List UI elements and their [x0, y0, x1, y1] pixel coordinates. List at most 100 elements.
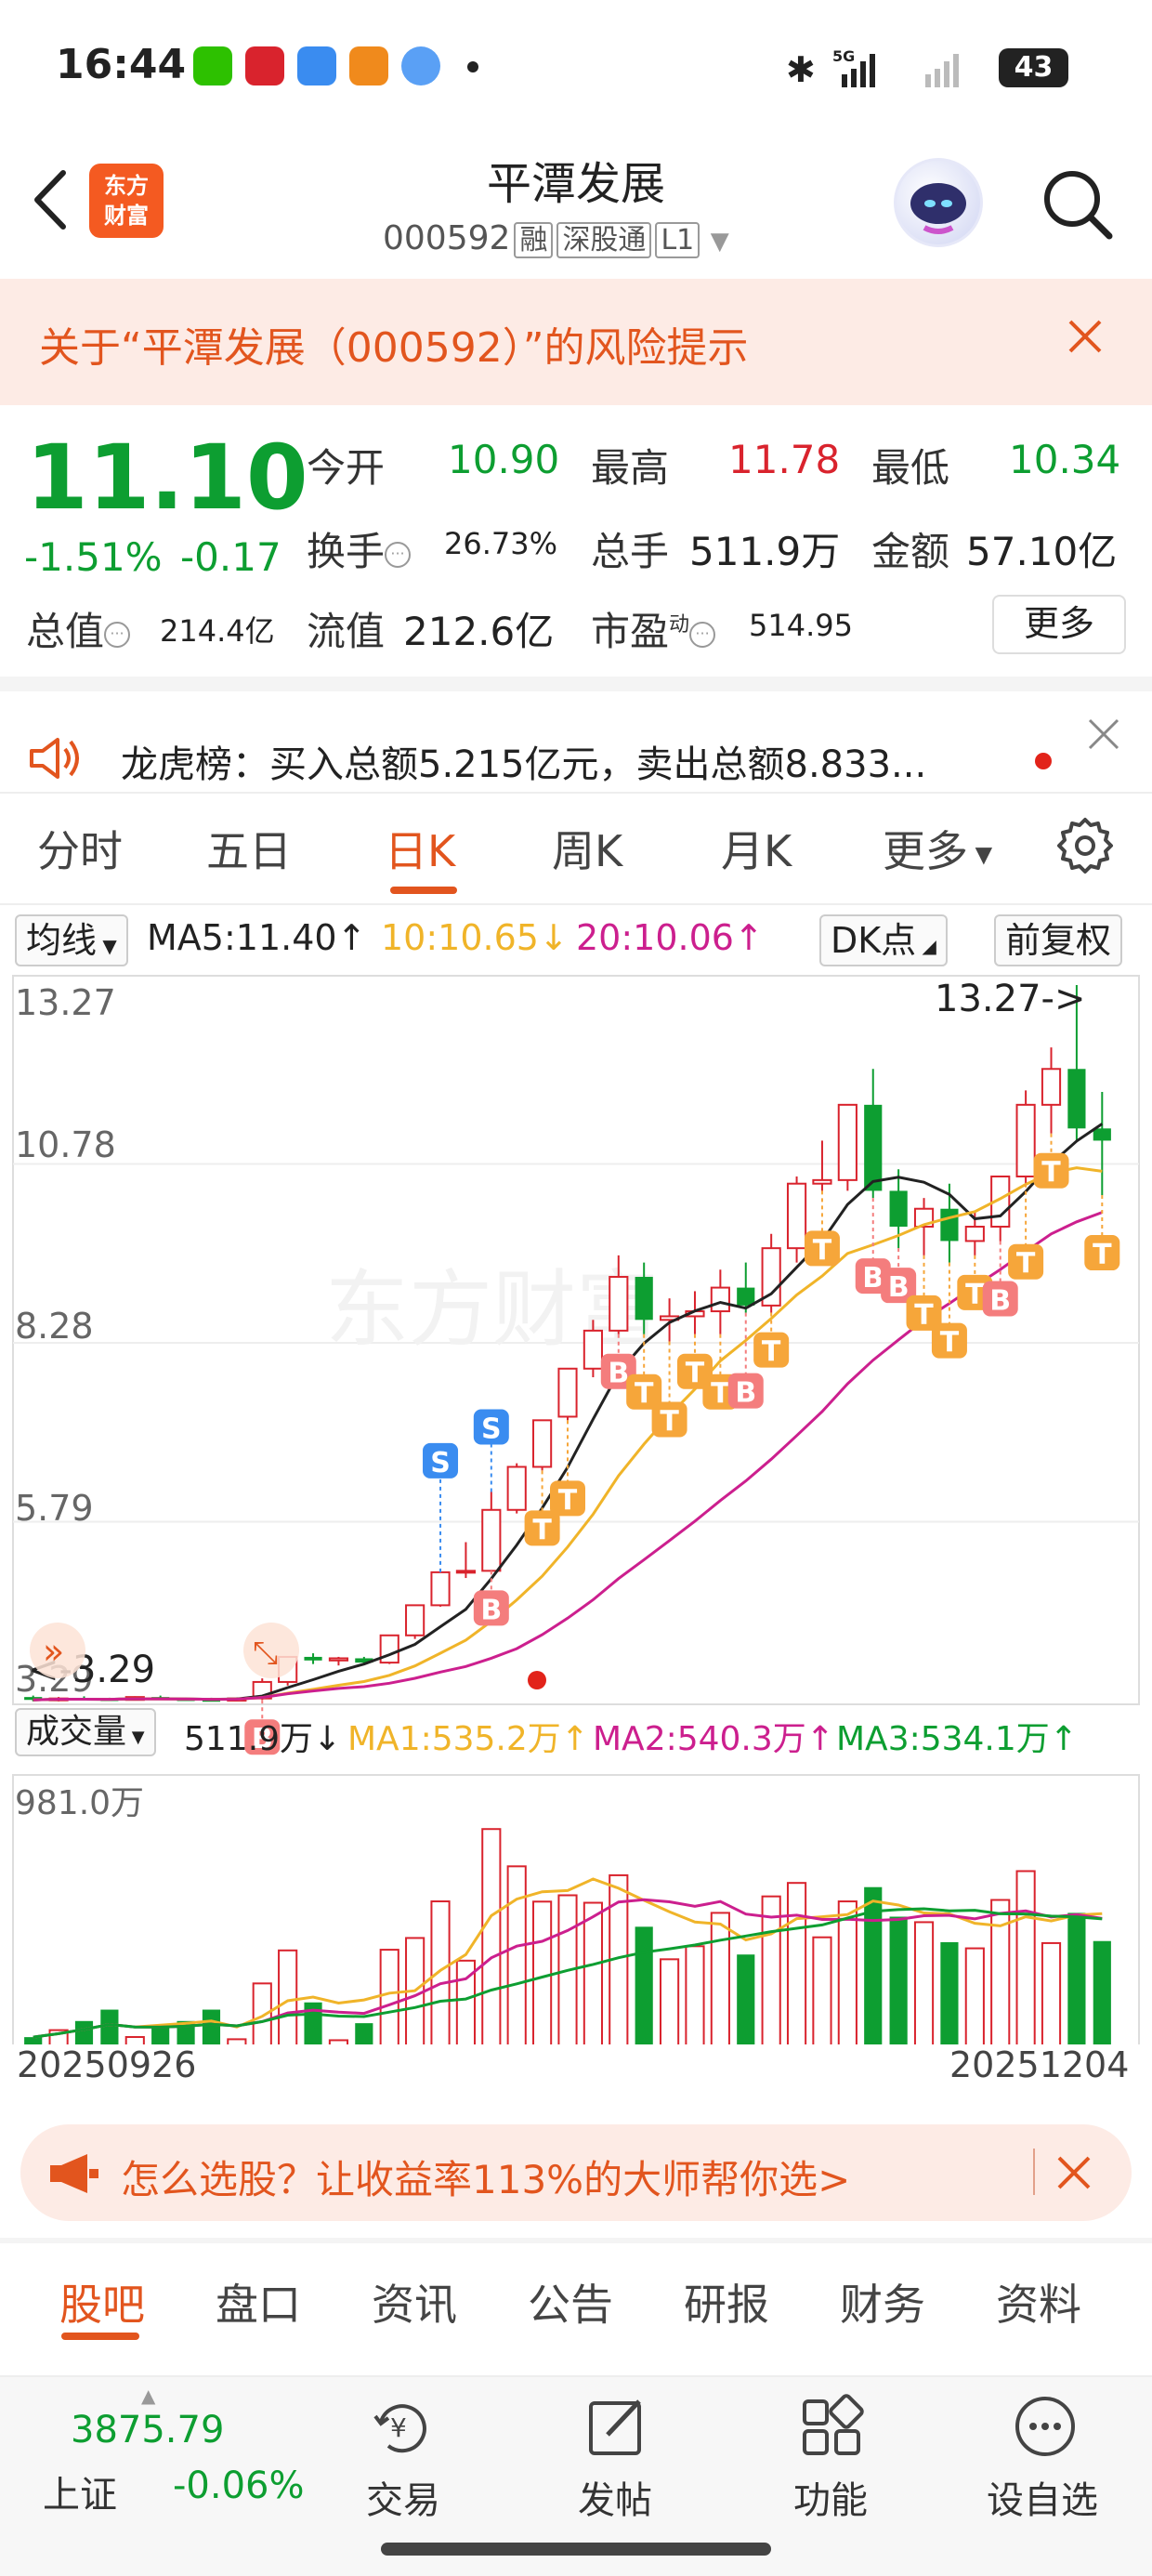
close-icon[interactable] — [1087, 717, 1120, 751]
turnover-rate-label[interactable]: 换手 ··· — [307, 520, 412, 577]
unread-dot — [1035, 753, 1052, 769]
candle-up — [430, 1571, 451, 1607]
index-change[interactable]: -0.06% — [173, 2464, 305, 2507]
app-icon — [245, 46, 284, 85]
tab-weekly-k[interactable]: 周K — [552, 826, 623, 876]
signal-badge — [1084, 1235, 1120, 1271]
price-pane-frame — [12, 975, 1140, 1705]
info-icon[interactable]: ··· — [104, 621, 131, 648]
info-icon[interactable]: ··· — [689, 621, 716, 648]
start-date: 20250926 — [17, 2044, 197, 2085]
signal-badge — [550, 1480, 585, 1517]
volume-bar-up — [990, 1899, 1011, 2044]
gear-icon[interactable] — [1055, 816, 1115, 875]
volume-bar-down — [1067, 1912, 1086, 2044]
close-icon[interactable] — [1055, 2154, 1093, 2191]
tab-five-day[interactable]: 五日 — [206, 826, 292, 876]
caret-down-icon: ▼ — [968, 841, 993, 868]
trade-icon[interactable]: ¥ — [370, 2394, 435, 2459]
divider — [1033, 2149, 1035, 2195]
candle-down — [864, 1104, 883, 1191]
candle-up — [786, 1182, 807, 1250]
signal-badge — [1033, 1152, 1069, 1189]
megaphone-icon — [50, 2154, 98, 2193]
signal-badge — [881, 1268, 917, 1304]
tab-intraday[interactable]: 分时 — [37, 826, 123, 876]
ma-selector[interactable]: 均线 ▼ — [15, 914, 128, 966]
home-indicator[interactable] — [381, 2543, 771, 2556]
compose-icon[interactable] — [585, 2394, 650, 2459]
risk-banner[interactable] — [0, 279, 1152, 405]
volume-bar-down — [24, 2037, 43, 2044]
volume-bar-down — [889, 1916, 908, 2044]
close-icon[interactable] — [1067, 318, 1104, 355]
volume-bar-down — [100, 2009, 119, 2044]
volume-bar-up — [837, 1900, 857, 2044]
candle-up — [506, 1465, 527, 1511]
risk-banner-text[interactable]: 关于“平潭发展（000592）”的风险提示 — [39, 324, 749, 372]
volume-bar-up — [812, 1936, 832, 2044]
axis-label-4: 5.79 — [15, 1488, 94, 1529]
expand-button[interactable] — [243, 1623, 299, 1678]
tab-monthly-k[interactable]: 月K — [721, 826, 792, 876]
tab-announcements[interactable]: 公告 — [528, 2280, 613, 2330]
apps-icon[interactable] — [799, 2394, 864, 2459]
candle-up — [532, 1419, 553, 1468]
chevron-down-icon: ▼ — [710, 228, 729, 256]
tab-order-book[interactable]: 盘口 — [216, 2280, 301, 2330]
promo-text[interactable]: 怎么选股？让收益率113%的大师帮你选> — [121, 2157, 851, 2202]
nav-add-watchlist[interactable]: 设自选 — [987, 2479, 1098, 2522]
volume-bar-down — [355, 2023, 373, 2044]
high-label: 最高 — [591, 445, 670, 491]
tab-forum[interactable]: 股吧 — [59, 2280, 145, 2330]
search-icon[interactable] — [1039, 165, 1115, 242]
stock-code-line[interactable]: 000592 融深股通 L1 ▼ — [383, 217, 729, 258]
nav-trade[interactable]: 交易 — [366, 2479, 440, 2522]
ma5-value: MA5:11.40↑ — [147, 917, 367, 958]
amount-value: 57.10亿 — [966, 529, 1118, 574]
dragon-tiger-text[interactable]: 龙虎榜：买入总额5.215亿元，卖出总额8.833... — [121, 743, 927, 786]
price-axis: 13.27 10.78 8.28 5.79 3.29 — [15, 982, 116, 1700]
signal-label: B — [608, 1358, 629, 1390]
signal-badge — [651, 1401, 687, 1438]
signal-icons: ✱ 5G — [786, 47, 959, 90]
volume-bar-up — [532, 1900, 553, 2044]
candle-down — [889, 1190, 908, 1228]
volume-axis-top: 981.0万 — [15, 1784, 144, 1822]
pe-label[interactable]: 市盈动 ··· — [591, 600, 716, 657]
tab-financials[interactable]: 财务 — [840, 2280, 925, 2330]
speaker-icon — [30, 738, 79, 779]
caret-up-icon: ▲ — [141, 2385, 156, 2407]
tab-research[interactable]: 研报 — [684, 2280, 769, 2330]
active-tab-indicator — [61, 2333, 139, 2340]
adjust-button[interactable]: 前复权 — [994, 914, 1123, 966]
volume-selector[interactable]: 成交量 ▼ — [15, 1708, 156, 1756]
signal-badge — [982, 1281, 1018, 1317]
volume-bar-up — [124, 2036, 145, 2044]
index-name[interactable]: 上证 — [43, 2474, 117, 2517]
more-dots-icon[interactable] — [1013, 2394, 1078, 2459]
index-value[interactable]: 3875.79 — [71, 2409, 225, 2451]
wechat-icon — [193, 46, 232, 85]
more-button[interactable]: 更多 — [992, 595, 1126, 654]
change-percent: -1.51% — [24, 534, 163, 580]
info-icon[interactable]: ··· — [385, 541, 412, 568]
nav-functions[interactable]: 功能 — [793, 2479, 868, 2522]
tab-profile[interactable]: 资料 — [996, 2280, 1081, 2330]
candle-up — [1041, 1068, 1062, 1106]
tab-more[interactable]: 更多 ▼ — [883, 826, 993, 876]
total-cap-label[interactable]: 总值 ··· — [26, 600, 131, 657]
promo-banner[interactable] — [20, 2124, 1132, 2221]
kline-chart[interactable]: 东方财富 13.27 10.78 8.28 5.79 3.29 BSSBTTBT… — [0, 966, 1152, 2044]
robot-icon — [910, 183, 966, 234]
back-arrow-icon[interactable] — [28, 167, 74, 232]
signal-label: T — [965, 1279, 985, 1311]
dk-point-button[interactable]: DK点 ◢ — [819, 914, 948, 966]
nav-post[interactable]: 发帖 — [578, 2479, 652, 2522]
assistant-robot-avatar[interactable] — [894, 158, 983, 247]
signal-label: T — [558, 1484, 578, 1517]
tab-news[interactable]: 资讯 — [372, 2280, 457, 2330]
battery-icon: 43 — [999, 48, 1068, 87]
tab-daily-k[interactable]: 日K — [385, 826, 456, 876]
scroll-left-button[interactable] — [30, 1623, 85, 1678]
